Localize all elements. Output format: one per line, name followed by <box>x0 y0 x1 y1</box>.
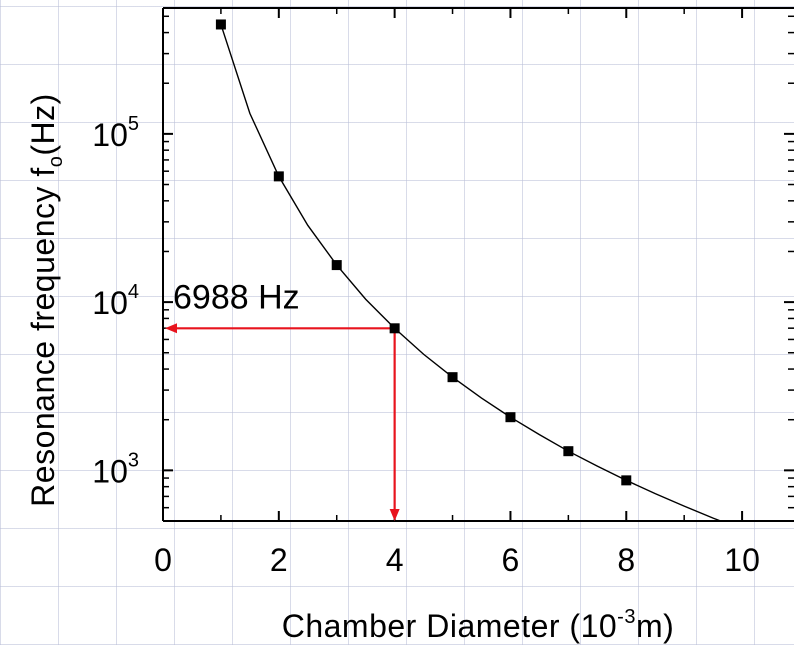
y-tick-label: 104 <box>92 281 139 321</box>
data-point-marker <box>331 260 342 271</box>
annotation-layer <box>165 323 400 521</box>
y-tick-exponent: 4 <box>128 281 139 303</box>
y-axis-title-main: Resonance frequency f <box>25 167 61 507</box>
y-tick-base: 10 <box>92 453 128 489</box>
data-point-marker <box>621 475 632 486</box>
y-axis-title: Resonance frequency fo(Hz) <box>25 93 67 507</box>
data-point-marker <box>447 372 458 383</box>
vertical-arrowhead <box>389 509 400 521</box>
annotation-label: 6988 Hz <box>173 278 300 316</box>
y-tick-label: 103 <box>92 449 139 489</box>
horizontal-arrowhead <box>165 323 177 334</box>
x-tick-label: 10 <box>724 542 760 578</box>
x-tick-label: 8 <box>617 542 635 578</box>
data-point-marker <box>505 412 516 423</box>
y-tick-base: 10 <box>92 285 128 321</box>
data-point-marker <box>215 19 226 30</box>
x-axis-title: Chamber Diameter (10-3m) <box>282 606 675 644</box>
x-axis-title-unit: m) <box>636 608 674 644</box>
data-point-marker <box>273 171 284 182</box>
y-tick-exponent: 3 <box>128 449 139 471</box>
y-axis-title-unit: (Hz) <box>25 93 61 155</box>
x-tick-label: 6 <box>502 542 520 578</box>
x-tick-label: 4 <box>386 542 404 578</box>
y-tick-base: 10 <box>92 117 128 153</box>
fit-curve <box>220 24 721 522</box>
fit-curve-layer <box>220 24 721 522</box>
x-axis-title-superscript: -3 <box>617 606 636 628</box>
y-tick-exponent: 5 <box>128 113 139 135</box>
data-markers <box>215 19 632 486</box>
x-tick-label: 0 <box>154 542 172 578</box>
y-tick-label: 105 <box>92 113 139 153</box>
x-tick-label: 2 <box>270 542 288 578</box>
x-axis-title-main: Chamber Diameter (10 <box>282 608 617 644</box>
y-axis-title-subscript: o <box>45 156 67 168</box>
data-point-marker <box>563 446 574 457</box>
data-point-marker <box>389 323 400 334</box>
